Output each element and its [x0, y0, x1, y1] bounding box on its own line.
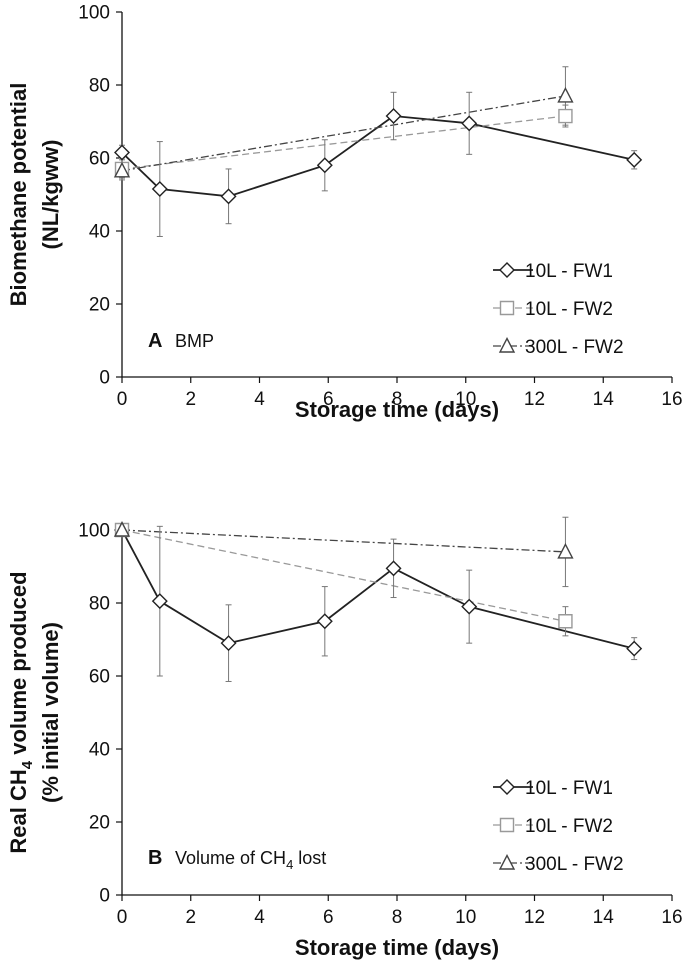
legend-label: 10L - FW2	[525, 299, 613, 320]
y-tick-label: 40	[89, 740, 110, 761]
x-tick-label: 0	[117, 907, 128, 928]
panel-description: Volume of CH4 lost	[175, 848, 326, 872]
y-tick-label: 80	[89, 594, 110, 615]
data-point-diamond	[151, 181, 168, 198]
series-line-3	[121, 529, 566, 553]
y-axis-title-subscript: 4	[19, 760, 36, 769]
legend-marker-triangle	[498, 336, 516, 353]
data-point-diamond	[626, 151, 643, 168]
data-point-diamond	[626, 640, 643, 657]
y-tick-label: 60	[89, 149, 110, 170]
x-tick-label: 10	[455, 389, 476, 410]
y-axis-title-suffix: volume produced	[6, 571, 31, 760]
panel-letter: B	[148, 847, 162, 869]
x-tick-label: 12	[524, 389, 545, 410]
data-point-diamond	[461, 115, 478, 132]
data-point-triangle	[113, 520, 131, 537]
panel-description-suffix: lost	[293, 848, 326, 868]
data-point-diamond	[385, 560, 402, 577]
x-tick-label: 2	[185, 907, 196, 928]
panel-description-text: BMP	[175, 331, 214, 351]
data-point-diamond	[220, 188, 237, 205]
data-point-diamond	[316, 613, 333, 630]
legend-marker-square	[499, 300, 515, 316]
y-tick-label: 60	[89, 667, 110, 688]
y-tick-label: 100	[78, 3, 110, 24]
legend-marker-diamond	[499, 779, 515, 795]
legend-label: 300L - FW2	[525, 854, 624, 875]
x-tick-label: 8	[392, 389, 403, 410]
x-tick-label: 0	[117, 389, 128, 410]
legend-marker-square	[499, 817, 515, 833]
data-point-square	[558, 614, 573, 629]
x-tick-label: 14	[593, 389, 615, 410]
x-tick-label: 2	[185, 389, 196, 410]
x-axis-title: Storage time (days)	[295, 397, 499, 422]
legend-label: 300L - FW2	[525, 337, 624, 358]
panel-description-text: Volume of CH	[175, 848, 286, 868]
y-axis-title-text: Real CH	[6, 769, 31, 853]
x-axis-title: Storage time (days)	[295, 935, 499, 960]
y-axis-title-line2: (NL/kgww)	[38, 140, 63, 250]
data-point-diamond	[114, 144, 130, 161]
y-tick-label: 80	[89, 76, 110, 97]
x-tick-label: 6	[323, 907, 334, 928]
data-point-diamond	[385, 108, 402, 125]
data-point-triangle	[557, 542, 574, 559]
x-tick-label: 14	[593, 907, 615, 928]
y-axis-title-line1: Real CH4 volume produced	[6, 571, 36, 853]
data-point-triangle	[557, 86, 574, 103]
series-line-3	[121, 95, 566, 172]
x-tick-label: 10	[455, 907, 476, 928]
data-point-diamond	[220, 635, 237, 652]
panel-description-subscript: 4	[286, 857, 293, 872]
data-point-diamond	[151, 593, 168, 610]
x-tick-label: 12	[524, 907, 545, 928]
x-tick-label: 16	[661, 907, 682, 928]
panel-b-volume-lost: 0 20 40 60 80 100 0 2 4 6 8 10 12 14 16 Storage time (d…	[6, 516, 683, 960]
y-tick-label: 0	[99, 886, 110, 907]
y-axis-title-line2: (% initial volume)	[38, 622, 63, 803]
legend-marker-triangle	[498, 853, 516, 870]
y-tick-label: 40	[89, 222, 110, 243]
legend-label: 10L - FW1	[525, 778, 613, 799]
legend-marker-diamond	[499, 262, 515, 278]
x-tick-label: 8	[392, 907, 403, 928]
panel-description: BMP	[175, 331, 214, 351]
series-line-2	[121, 529, 566, 622]
x-tick-label: 4	[254, 907, 265, 928]
y-tick-label: 20	[89, 295, 110, 316]
panel-a-bmp: 0 20 40 60 80 100 0 2 4 6 8 10 12 14 16 Storage time (d…	[6, 3, 683, 423]
data-point-square	[558, 108, 573, 124]
x-tick-label: 4	[254, 389, 265, 410]
y-tick-label: 20	[89, 813, 110, 834]
data-point-diamond	[461, 598, 478, 615]
x-tick-label: 6	[323, 389, 334, 410]
legend-label: 10L - FW2	[525, 816, 613, 837]
y-axis-title-line1: Biomethane potential	[6, 83, 31, 307]
data-point-triangle	[113, 161, 131, 178]
x-tick-label: 16	[661, 389, 682, 410]
y-tick-label: 0	[99, 368, 110, 389]
data-point-diamond	[316, 157, 333, 174]
panel-letter: A	[148, 330, 162, 352]
legend-label: 10L - FW1	[525, 261, 613, 282]
y-tick-label: 100	[78, 521, 110, 542]
series-line-2	[121, 115, 566, 170]
y-axis-title-text: Biomethane potential	[6, 83, 31, 307]
